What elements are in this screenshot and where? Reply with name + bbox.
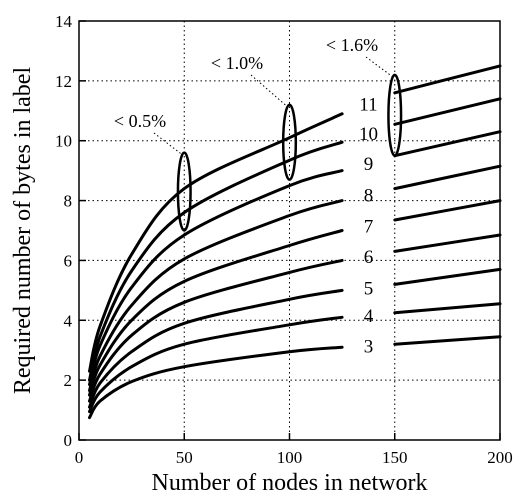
annotation-leader	[153, 132, 183, 156]
series-line-10	[88, 140, 344, 382]
annotation-label: < 1.0%	[211, 53, 263, 73]
series-6: 6	[88, 233, 502, 403]
curve-label-10: 10	[359, 124, 378, 145]
series-line-9	[88, 169, 344, 387]
series-line-10-tail	[393, 97, 502, 126]
curve-label-5: 5	[364, 278, 374, 299]
axis-ticks: 0 50 100 150 200 0 2 4 6 8 10 12 14	[55, 12, 513, 467]
y-tick-label: 14	[55, 12, 73, 31]
y-tick-label: 4	[64, 311, 73, 330]
series-line-6-tail	[393, 233, 502, 253]
annotation-label: < 1.6%	[326, 35, 378, 55]
curve-label-4: 4	[364, 306, 374, 327]
x-tick-label: 150	[382, 448, 408, 467]
x-tick-label: 100	[277, 448, 303, 467]
annotation-ellipse	[281, 103, 298, 181]
series-line-7-tail	[393, 199, 502, 222]
x-tick-label: 50	[176, 448, 193, 467]
curve-label-3: 3	[364, 337, 374, 358]
series-line-9-tail	[393, 130, 502, 158]
annotation-ellipse	[176, 151, 192, 232]
x-tick-label: 0	[75, 448, 84, 467]
series-line-7	[88, 229, 344, 397]
annotation-layer: < 0.5% < 1.0% < 1.6%	[114, 35, 403, 232]
series-5: 5	[88, 267, 502, 409]
curve-label-9: 9	[364, 154, 374, 175]
y-tick-label: 8	[64, 192, 73, 211]
x-axis-title: Number of nodes in network	[152, 470, 428, 496]
curve-label-7: 7	[364, 216, 374, 237]
y-axis-title: Required number of bytes in label	[10, 67, 36, 395]
annotation-label: < 0.5%	[114, 111, 166, 131]
series-line-3-tail	[393, 335, 502, 346]
y-tick-label: 0	[64, 431, 73, 450]
y-tick-label: 12	[55, 72, 72, 91]
x-tick-label: 200	[487, 448, 513, 467]
series-8: 8	[88, 164, 502, 393]
series-line-8	[88, 199, 344, 393]
curve-label-11: 11	[359, 94, 377, 115]
annotation-leader	[250, 74, 288, 108]
series-4: 4	[88, 302, 502, 414]
series-11: 11	[88, 64, 502, 373]
annotation-leader	[365, 56, 394, 78]
series-9: 9	[88, 130, 502, 387]
series-line-4-tail	[393, 302, 502, 315]
y-tick-label: 10	[55, 132, 72, 151]
annotation-ellipse	[387, 73, 403, 157]
curve-label-8: 8	[364, 186, 374, 207]
y-tick-label: 2	[64, 371, 73, 390]
series-line-3	[88, 345, 344, 420]
annotation-2: < 1.0%	[211, 53, 298, 181]
series-line-11	[88, 112, 344, 373]
series-7: 7	[88, 199, 502, 397]
series-line-5	[88, 288, 344, 409]
series-line-6	[88, 258, 344, 403]
annotation-3: < 1.6%	[326, 35, 403, 157]
series-line-8-tail	[393, 164, 502, 191]
series-line-4	[88, 315, 344, 414]
series-3: 3	[88, 335, 502, 420]
series-line-5-tail	[393, 267, 502, 286]
y-tick-label: 6	[64, 251, 73, 270]
curve-label-6: 6	[364, 247, 374, 268]
annotation-1: < 0.5%	[114, 111, 192, 232]
series-line-11-tail	[393, 64, 502, 95]
